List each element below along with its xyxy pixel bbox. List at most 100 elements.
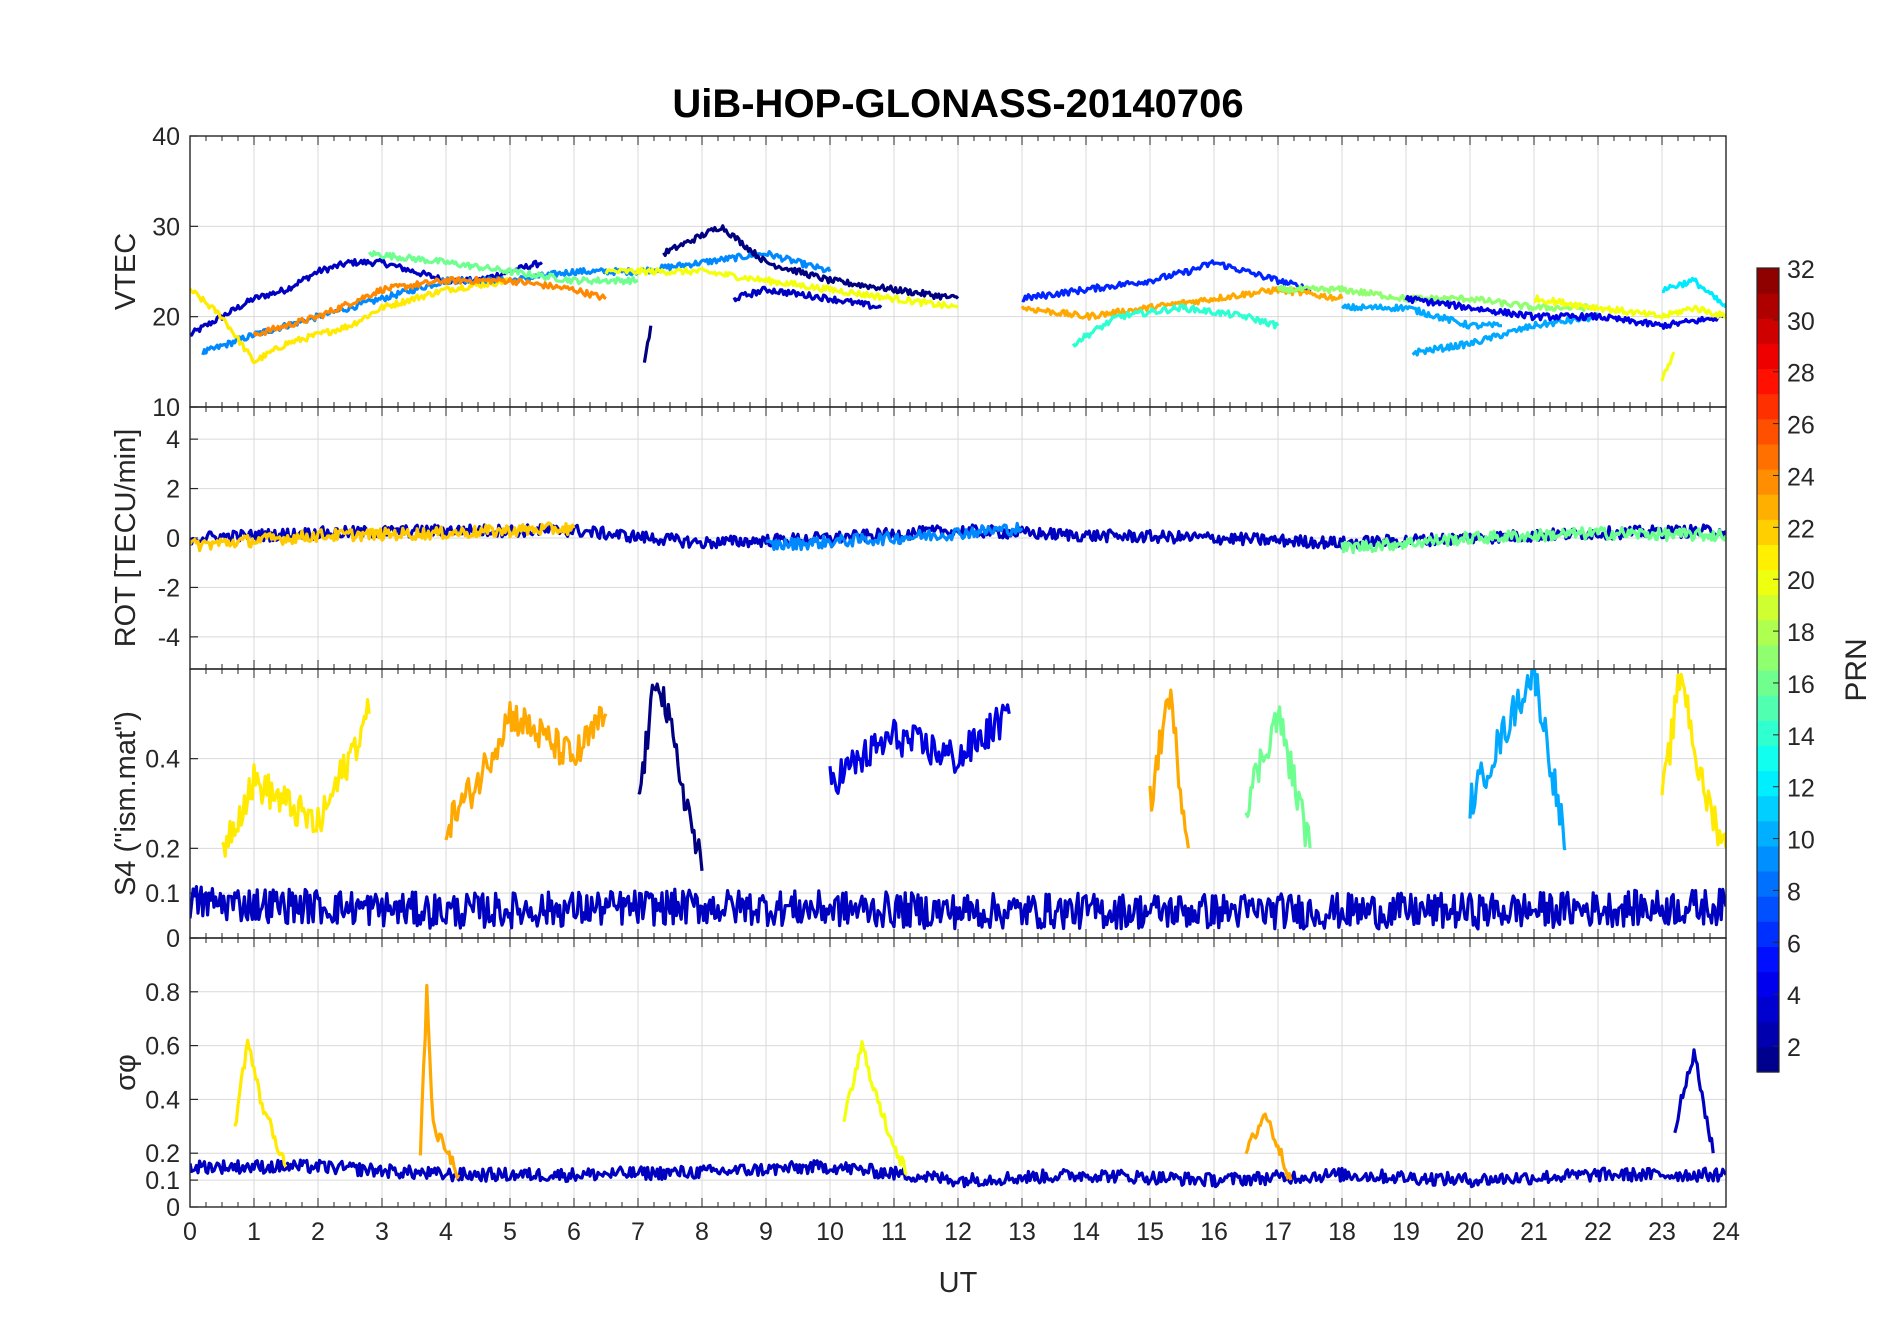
colorbar-segment: [1757, 720, 1779, 746]
x-tick-label: 17: [1264, 1218, 1292, 1246]
colorbar-segment: [1757, 946, 1779, 973]
y-tick-label: 0.2: [145, 835, 180, 863]
series-line-prn-3: [190, 1158, 1726, 1189]
series-line-prn-20: [1533, 294, 1726, 320]
series-line-prn-22: [190, 521, 576, 553]
colorbar-segment: [1757, 845, 1779, 872]
series-line-prn-4: [828, 703, 1011, 795]
x-tick-label: 8: [695, 1218, 709, 1246]
colorbar-segment: [1757, 393, 1779, 420]
series-line-prn-16: [1340, 525, 1726, 555]
series-line-prn-1: [637, 682, 704, 871]
x-tick-label: 23: [1648, 1218, 1676, 1246]
series-line-prn-4: [1404, 294, 1726, 330]
colorbar-tick-label: 32: [1787, 256, 1815, 284]
x-tick-label: 10: [816, 1218, 844, 1246]
colorbar-segment: [1757, 318, 1779, 344]
x-tick-label: 21: [1520, 1218, 1548, 1246]
series-line-prn-23: [418, 983, 461, 1180]
colorbar-tick-label: 30: [1787, 308, 1815, 336]
series-line-prn-10: [1411, 312, 1600, 357]
colorbar-label: PRN: [1840, 638, 1873, 701]
series-line-prn-23: [1148, 688, 1190, 849]
x-tick-label: 14: [1072, 1218, 1100, 1246]
series-line-prn-20: [604, 266, 960, 310]
x-tick-label: 4: [439, 1218, 453, 1246]
series-line-prn-21: [190, 277, 511, 365]
colorbar-segment: [1757, 820, 1779, 847]
chart-title: UiB-HOP-GLONASS-20140706: [672, 82, 1243, 126]
colorbar-tick-label: 20: [1787, 567, 1815, 595]
y-tick-label: 0.4: [145, 1086, 180, 1114]
y-tick-label: 30: [152, 213, 180, 241]
panel-vtec: 10 20 30 40 VTEC: [110, 123, 1727, 422]
colorbar-segment: [1757, 268, 1779, 294]
x-tick-label: 16: [1200, 1218, 1228, 1246]
y-axis-label: σφ: [110, 1054, 142, 1091]
x-tick-label: 2: [311, 1218, 325, 1246]
y-tick-label: 0.1: [145, 1167, 180, 1195]
x-tick-label: 20: [1456, 1218, 1484, 1246]
series-line-prn-10: [1468, 669, 1567, 851]
panel-sigphi: 00.10.2 0.4 0.6 0.8 σφ: [110, 937, 1727, 1222]
series-line-prn-24: [252, 275, 607, 337]
colorbar-segment: [1757, 921, 1779, 947]
panel-frame: [189, 937, 1727, 1208]
series-line-prn-23: [1244, 1112, 1293, 1181]
colorbar-segment: [1757, 971, 1779, 998]
colorbar-segment: [1757, 443, 1779, 470]
y-axis-label: S4 ("ism.mat"): [110, 711, 142, 896]
y-tick-label: 10: [152, 394, 180, 422]
series-line-prn-17: [1276, 284, 1599, 313]
series-line-prn-16: [1244, 705, 1312, 849]
colorbar-segment: [1757, 996, 1779, 1023]
colorbar-tick-label: 16: [1787, 671, 1815, 699]
colorbar-segment: [1757, 594, 1779, 621]
y-tick-label: 20: [152, 304, 180, 332]
y-tick-label: 0.8: [145, 979, 180, 1007]
colorbar-segment: [1757, 1046, 1779, 1073]
series-group: [190, 669, 1726, 931]
y-tick-label: 40: [152, 123, 180, 151]
y-tick-label: 0.2: [145, 1140, 180, 1168]
x-tick-label: 15: [1136, 1218, 1164, 1246]
y-tick-label: 0: [166, 525, 180, 553]
colorbar-segment: [1757, 745, 1779, 772]
colorbar-frame: [1756, 267, 1780, 1073]
y-tick-label: 2: [166, 476, 180, 504]
colorbar-segment: [1757, 644, 1779, 671]
colorbar-tick-label: 18: [1787, 619, 1815, 647]
series-line-prn-3: [190, 884, 1726, 931]
colorbar-segment: [1757, 343, 1779, 370]
x-tick-label: 19: [1392, 1218, 1420, 1246]
series-group: [190, 521, 1726, 555]
x-tick-label: 24: [1712, 1218, 1740, 1246]
y-tick-label: 0.1: [145, 880, 180, 908]
series-line-prn-1: [642, 325, 653, 363]
colorbar-segment: [1757, 368, 1779, 395]
x-tick-label: 3: [375, 1218, 389, 1246]
colorbar-segment: [1757, 544, 1779, 571]
x-tick-label: 0: [183, 1218, 197, 1246]
series-line-prn-16: [367, 250, 639, 286]
colorbar-segment: [1757, 519, 1779, 545]
x-tick-label: 6: [567, 1218, 581, 1246]
series-line-prn-9: [765, 521, 1024, 552]
y-axis-label: VTEC: [110, 233, 142, 310]
colorbar-segment: [1757, 418, 1779, 445]
x-tick-label: 18: [1328, 1218, 1356, 1246]
colorbar-segment: [1757, 293, 1779, 319]
y-tick-label: 4: [166, 426, 180, 454]
x-tick-label: 13: [1008, 1218, 1036, 1246]
colorbar-tick-label: 2: [1787, 1034, 1801, 1062]
colorbar-tick-label: 8: [1787, 878, 1801, 906]
series-line-prn-6: [1021, 259, 1312, 303]
y-tick-label: 0.4: [145, 746, 180, 774]
colorbar-segment: [1757, 896, 1779, 922]
series-group: [190, 983, 1726, 1189]
series-line-prn-20: [842, 1039, 909, 1176]
y-tick-label: -2: [158, 574, 180, 602]
colorbar-tick-label: 6: [1787, 930, 1801, 958]
